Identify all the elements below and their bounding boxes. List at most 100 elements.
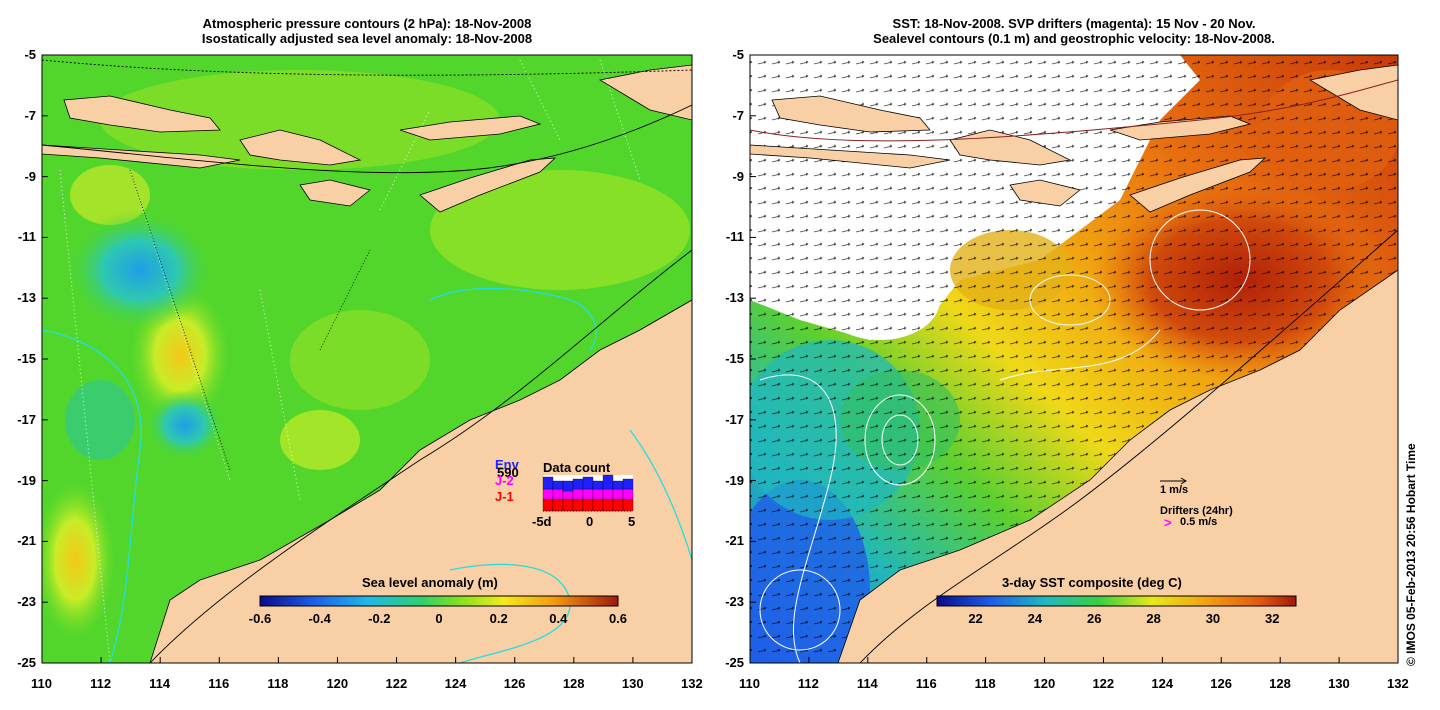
data-count-value: 590: [497, 465, 519, 480]
left-x-tick-label: 114: [149, 676, 171, 691]
histogram-bar: [572, 478, 584, 490]
right-x-tick-label: 120: [1033, 676, 1056, 691]
data-count-tick-start: -5d: [532, 514, 552, 529]
right-ticks: [749, 54, 1399, 664]
histogram-bar: [622, 488, 634, 500]
velocity-scale-arrow: [1160, 477, 1187, 485]
credit-text: © IMOS 05-Feb-2013 20:56 Hobart Time: [1404, 443, 1418, 666]
sst-colorbar-tick-label: 22: [968, 611, 983, 626]
left-title: Atmospheric pressure contours (2 hPa): 1…: [42, 16, 692, 46]
histogram-bar: [572, 488, 584, 500]
right-x-tick-label: 128: [1269, 676, 1291, 691]
histogram-bar: [582, 476, 594, 490]
left-x-tick-label: 130: [621, 676, 644, 691]
left-y-tick-label: -9: [24, 168, 36, 184]
histogram-bar: [542, 488, 554, 500]
histogram-bar: [612, 480, 624, 490]
data-count-tick-end: 5: [628, 514, 636, 529]
sla-colorbar-tick-label: 0: [435, 611, 443, 626]
histogram-bar: [612, 488, 624, 500]
left-y-tick-label: -15: [17, 351, 36, 366]
histogram-bar: [612, 498, 624, 512]
sla-colorbar-tick-label: -0.6: [248, 611, 272, 626]
sla-colorbar-tick-label: -0.4: [308, 611, 331, 626]
sla-colorbar-tick-label: 0.6: [608, 611, 628, 626]
sla-colorbar-tick-label: 0.4: [549, 611, 568, 626]
right-x-tick-label: 130: [1328, 676, 1350, 691]
right-x-tick-label: 116: [915, 676, 937, 691]
mission-j2-label: J-2: [495, 473, 514, 488]
left-y-tick-label: -11: [17, 229, 36, 245]
sst-colorbar-tick-label: 32: [1265, 611, 1280, 626]
left-x-tick-label: 118: [267, 676, 289, 691]
histogram-bar: [592, 480, 604, 490]
velocity-scale-label: 1 m/s: [1160, 484, 1189, 496]
right-y-tick-label: -13: [725, 290, 744, 306]
histogram-bar: [542, 476, 554, 490]
right-title-line1: SST: 18-Nov-2008. SVP drifters (magenta)…: [892, 16, 1256, 31]
right-y-tick-label: -19: [725, 472, 744, 488]
right-title: SST: 18-Nov-2008. SVP drifters (magenta)…: [750, 16, 1398, 46]
left-x-tick-label: 122: [385, 676, 408, 691]
left-x-tick-label: 120: [326, 676, 349, 691]
left-x-tick-label: 110: [31, 676, 52, 691]
sst-colorbar-title: 3-day SST composite (deg C): [1002, 575, 1182, 590]
histogram-bar: [572, 498, 584, 512]
left-y-tick-label: -21: [17, 533, 36, 549]
right-title-line2: Sealevel contours (0.1 m) and geostrophi…: [873, 31, 1275, 46]
histogram-bar: [592, 498, 604, 512]
right-y-tick-label: -25: [725, 655, 744, 670]
right-x-tick-label: 110: [739, 676, 760, 691]
left-y-tick-label: -19: [17, 472, 36, 488]
right-x-tick-label: 126: [1210, 676, 1232, 691]
left-title-line1: Atmospheric pressure contours (2 hPa): 1…: [202, 16, 532, 31]
left-x-tick-label: 112: [90, 676, 112, 691]
right-y-tick-label: -15: [725, 351, 744, 366]
histogram-bar: [602, 498, 614, 512]
histogram-bar: [552, 488, 564, 500]
left-x-tick-label: 126: [503, 676, 526, 691]
histogram-bar: [622, 498, 634, 512]
data-count-title: Data count: [543, 460, 611, 475]
left-title-line2: Isostatically adjusted sea level anomaly…: [201, 31, 533, 46]
drifters-label: Drifters (24hr): [1160, 505, 1233, 517]
histogram-bar: [582, 488, 594, 500]
left-y-tick-label: -7: [24, 107, 36, 123]
left-x-tick-label: 132: [681, 676, 703, 691]
histogram-bar: [552, 480, 564, 490]
histogram-bar: [562, 480, 574, 492]
right-x-tick-label: 122: [1092, 676, 1115, 691]
mission-env-label: Env: [495, 457, 519, 472]
left-map: [42, 55, 692, 663]
left-ticks: [41, 54, 693, 664]
right-x-tick-label: 114: [856, 676, 878, 691]
sst-colorbar: [936, 595, 1297, 607]
right-y-tick-label: -21: [725, 533, 744, 549]
left-y-tick-label: -23: [17, 594, 36, 610]
drifter-symbol: >: [1164, 515, 1172, 530]
right-x-tick-label: 132: [1387, 676, 1409, 691]
histogram-bar: [542, 498, 554, 512]
histogram-bar: [622, 478, 634, 490]
sla-colorbar-title: Sea level anomaly (m): [362, 575, 498, 590]
histogram-bar: [562, 490, 574, 500]
data-count-histogram: [542, 474, 634, 512]
histogram-bar: [592, 488, 604, 500]
sst-colorbar-tick-label: 30: [1205, 611, 1221, 626]
data-count-tick-zero: 0: [586, 514, 594, 529]
histogram-bar: [552, 498, 564, 512]
left-y-tick-label: -17: [17, 411, 36, 427]
drifter-scale-label: 0.5 m/s: [1180, 516, 1218, 528]
right-y-tick-label: -7: [732, 107, 744, 123]
histogram-bar: [562, 498, 574, 512]
right-x-tick-label: 118: [974, 676, 996, 691]
sst-colorbar-tick-label: 28: [1146, 611, 1161, 626]
sla-colorbar-tick-label: 0.2: [489, 611, 508, 626]
right-y-tick-label: -9: [732, 168, 744, 184]
right-y-tick-label: -11: [725, 229, 744, 245]
left-y-tick-label: -5: [24, 47, 36, 62]
left-x-tick-label: 116: [208, 676, 230, 691]
histogram-bar: [582, 498, 594, 512]
left-x-tick-label: 128: [562, 676, 585, 691]
